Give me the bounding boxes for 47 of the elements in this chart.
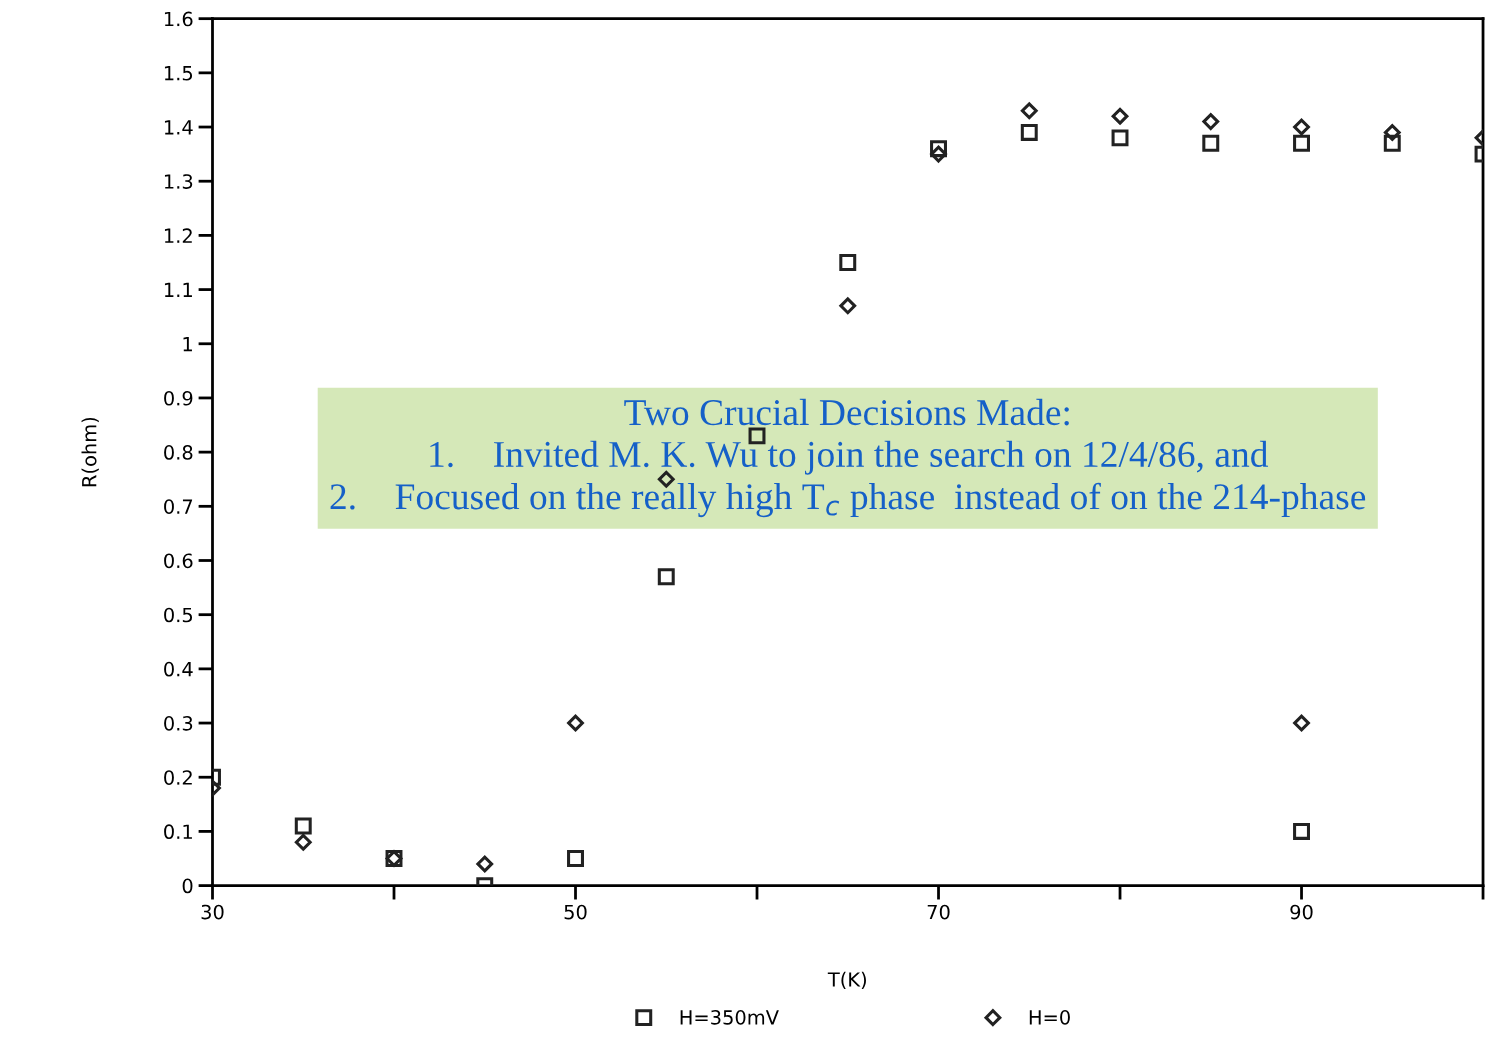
point — [1293, 714, 1310, 732]
y-tick-label: 0.6 — [164, 553, 193, 569]
y-tick-label: 0.8 — [164, 445, 193, 460]
point — [476, 855, 494, 873]
point — [1202, 113, 1220, 131]
x-axis-title: T(K) — [827, 971, 866, 990]
point — [1293, 822, 1310, 840]
legend-label: H=0 — [1029, 1010, 1070, 1025]
point — [567, 714, 584, 732]
point — [1383, 124, 1401, 141]
point — [1293, 134, 1310, 152]
x-tick-label: 90 — [1290, 904, 1313, 920]
point — [1383, 134, 1401, 152]
point — [1202, 134, 1220, 152]
x-tick-label: 70 — [927, 904, 950, 920]
y-tick-label: 0.9 — [164, 390, 193, 406]
point — [930, 140, 947, 158]
y-tick-label: 1.5 — [164, 66, 193, 81]
annotation: Two Crucial Decisions Made: 1. Invited M. K. Wu to join the search on 12/4/86, and 2. Focused on the really high T$_{c}$ phase instead of on the 214-phase — [330, 398, 1366, 518]
point — [567, 850, 584, 867]
y-tick-label: 1.2 — [164, 228, 192, 243]
legend-label: H=350mV — [680, 1010, 779, 1025]
point — [1020, 123, 1038, 141]
y-tick-label: 1.1 — [164, 282, 192, 297]
y-tick-label: 0 — [182, 878, 193, 894]
y-tick-label: 0.4 — [164, 661, 193, 677]
point — [1293, 118, 1310, 136]
point — [294, 833, 312, 851]
y-tick-label: 0.5 — [164, 607, 193, 623]
y-tick-label: 0.1 — [164, 824, 192, 840]
y-axis-title: R(ohm) — [81, 417, 99, 487]
y-tick-label: 0.3 — [164, 716, 193, 731]
y-tick-label: 1.6 — [164, 11, 193, 27]
point — [294, 817, 312, 835]
y-tick-label: 0.2 — [164, 770, 192, 785]
point — [1111, 107, 1129, 125]
y-tick-label: 0.7 — [164, 499, 193, 514]
point — [839, 254, 857, 271]
point — [657, 568, 675, 586]
x-tick-label: 50 — [564, 904, 587, 920]
y-tick-label: 1.3 — [164, 174, 193, 189]
x-tick-label: 30 — [201, 904, 224, 920]
y-tick-label: 1.4 — [164, 120, 193, 135]
point — [1020, 102, 1038, 120]
y-tick-label: 1 — [183, 336, 192, 352]
point — [839, 297, 857, 315]
point — [1111, 129, 1129, 147]
